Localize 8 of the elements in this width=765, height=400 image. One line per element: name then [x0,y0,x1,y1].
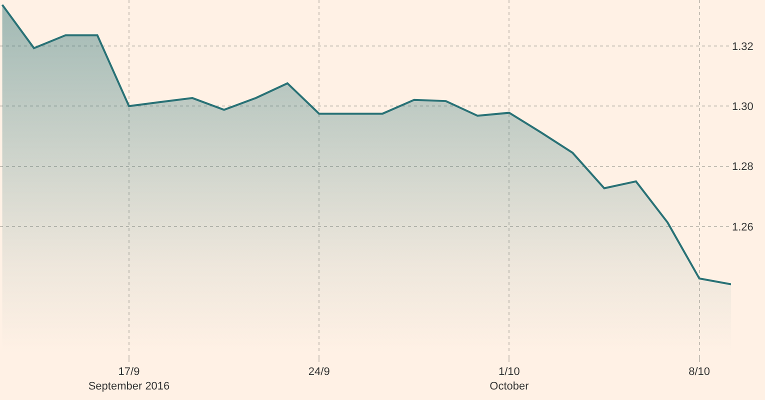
y-tick-label: 1.28 [732,161,754,174]
y-tick-label: 1.30 [732,101,754,114]
x-tick-label: 17/9 September 2016 [88,366,170,392]
x-tick-label: 8/10 [688,366,710,378]
y-tick-label: 1.26 [732,221,754,234]
x-tick-label: 24/9 [308,366,330,378]
x-tick-label: 1/10 October [490,366,530,392]
y-tick-label: 1.32 [732,40,754,53]
